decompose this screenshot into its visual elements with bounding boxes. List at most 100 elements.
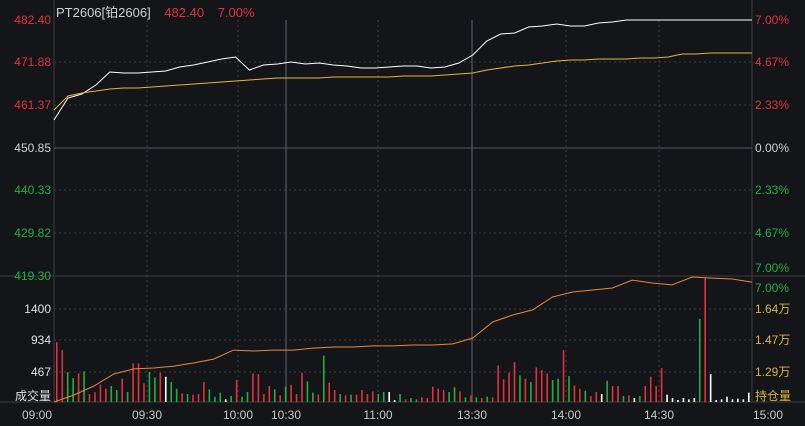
volume-bar <box>530 382 532 402</box>
volume-bar <box>584 390 587 402</box>
volume-bar <box>186 394 189 402</box>
volume-bar <box>263 394 265 402</box>
time-tick-label: 10:30 <box>271 408 301 422</box>
volume-bar <box>639 396 641 402</box>
volume-bar <box>154 377 156 402</box>
volume-bar <box>273 389 276 402</box>
volume-bar <box>105 388 107 402</box>
oi-tick-label: 1.47万 <box>755 333 790 347</box>
volume-bar <box>99 384 102 402</box>
volume-bar <box>693 398 696 402</box>
volume-bar <box>306 381 309 402</box>
volume-bar <box>399 394 401 402</box>
last-price: 482.40 <box>164 5 205 20</box>
volume-bar <box>579 388 581 402</box>
volume-bar <box>88 394 91 402</box>
volume-bar <box>682 398 685 402</box>
volume-bar <box>611 386 614 402</box>
volume-bar <box>470 395 472 402</box>
open-interest-line <box>53 276 753 403</box>
volume-bar <box>508 372 510 402</box>
pct-tick-label: 2.33% <box>755 183 789 197</box>
price-tick-label: 419.30 <box>14 269 51 283</box>
volume-bar <box>224 399 227 402</box>
volume-bar <box>502 379 505 402</box>
price-tick-label: 429.82 <box>14 226 51 240</box>
volume-bar <box>72 378 74 402</box>
volume-bar <box>606 380 608 402</box>
oi-tick-label: 7.00% <box>755 281 789 295</box>
volume-bar <box>649 376 652 402</box>
volume-bar <box>219 392 222 402</box>
volume-bar <box>731 399 734 402</box>
volume-bar <box>464 397 467 402</box>
volume-bar <box>704 277 707 402</box>
volume-bar <box>132 363 134 402</box>
volume-bar <box>170 382 173 402</box>
volume-bar <box>159 372 162 402</box>
pct-tick-label: 4.67% <box>755 226 789 240</box>
volume-bar <box>622 396 625 402</box>
volume-bar <box>137 363 140 402</box>
volume-bar <box>557 378 559 402</box>
volume-bar <box>214 396 216 402</box>
volume-bar <box>671 398 674 402</box>
pct-tick-label: 4.67% <box>755 55 789 69</box>
volume-bar <box>181 393 183 402</box>
volume-bar <box>66 372 69 402</box>
volume-bar <box>688 399 690 402</box>
oi-tick-label: 1.64万 <box>755 302 790 316</box>
volume-bar <box>366 394 369 402</box>
volume-bar <box>486 396 489 402</box>
volume-bar <box>748 392 750 402</box>
time-tick-label: 13:30 <box>457 408 487 422</box>
volume-bar <box>241 396 243 402</box>
price-tick-label: 461.37 <box>14 98 51 112</box>
volume-bar <box>600 394 603 402</box>
volume-bar <box>453 387 456 402</box>
time-tick-label: 14:00 <box>551 408 581 422</box>
volume-bar <box>497 365 499 402</box>
volume-bar <box>431 386 434 402</box>
volume-bar <box>415 399 418 402</box>
volume-bar <box>393 400 396 402</box>
volume-bar <box>715 400 717 402</box>
time-tick-label: 11:00 <box>363 408 392 422</box>
volume-bar <box>540 370 543 402</box>
volume-bar <box>235 380 238 402</box>
volume-bar <box>175 388 178 402</box>
volume-bar <box>481 398 483 402</box>
volume-bar <box>410 398 412 402</box>
pct-tick-label: 7.00% <box>755 261 789 275</box>
volume-bar <box>290 384 292 402</box>
volume-bar <box>666 394 668 402</box>
volume-bar <box>426 398 429 402</box>
volume-bar <box>644 386 647 402</box>
volume-bar <box>203 382 205 402</box>
volume-bar <box>448 392 450 402</box>
volume-bar <box>148 372 151 402</box>
average-price-line <box>53 52 752 111</box>
price-tick-label: 471.88 <box>14 55 51 69</box>
volume-bar <box>524 378 527 402</box>
volume-bar <box>197 394 200 402</box>
volume-tick-label: 934 <box>31 333 51 347</box>
volume-bar <box>742 399 745 402</box>
volume-bar <box>737 398 739 402</box>
symbol-name: PT2606[铂2606] <box>56 5 151 20</box>
volume-bar <box>459 391 461 402</box>
volume-bar <box>110 386 113 402</box>
volume-bar <box>442 390 445 402</box>
time-tick-label: 09:00 <box>22 408 52 422</box>
oi-axis-title: 持仓量 <box>755 388 791 403</box>
volume-bar <box>677 400 679 402</box>
oi-tick-label: 1.29万 <box>755 365 790 379</box>
change-percent: 7.00% <box>217 5 255 20</box>
volume-bar <box>421 397 423 402</box>
volume-bar <box>312 392 314 402</box>
volume-bar <box>513 362 516 402</box>
volume-bar <box>568 376 570 402</box>
volume-bar <box>698 318 701 402</box>
volume-bar <box>339 394 341 402</box>
